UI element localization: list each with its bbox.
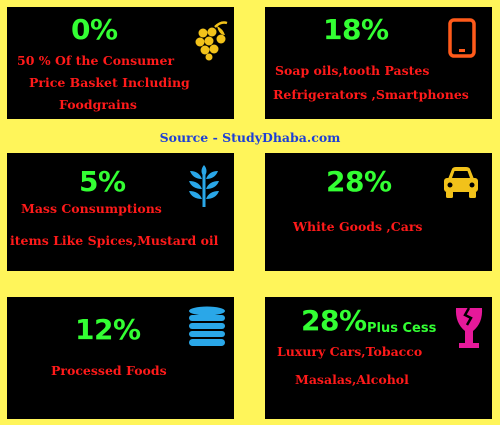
tax-rate: 28% (326, 165, 392, 198)
tax-description-line: Soap oils,tooth Pastes (275, 63, 430, 78)
car-icon (444, 167, 478, 198)
tax-description-line: Processed Foods (51, 363, 167, 378)
tax-description-line: Mass Consumptions (21, 201, 162, 216)
tax-card-12: 12% Processed Foods (7, 297, 234, 419)
tax-card-0: 0% 50 % Of the Consumer Price Basket Inc… (7, 7, 234, 119)
tax-rate: 12% (75, 313, 141, 346)
tax-rate: 28% (301, 304, 367, 337)
source-credit: Source - StudyDhaba.com (159, 130, 341, 145)
tax-rate: 0% (71, 13, 118, 46)
tax-card-5: 5% Mass Consumptions items Like Spices,M… (7, 153, 234, 271)
tax-description-line: Luxury Cars,Tobacco (277, 344, 423, 359)
tax-rate: 18% (323, 13, 389, 46)
wheat-icon (189, 165, 219, 207)
tax-card-18: 18% Soap oils,tooth Pastes Refrigerators… (265, 7, 492, 119)
plus-cess-label: Plus Cess (367, 321, 437, 336)
tax-description-line: White Goods ,Cars (293, 219, 423, 234)
tax-description-line: Masalas,Alcohol (295, 372, 409, 387)
tax-description-line: items Like Spices,Mustard oil (10, 233, 219, 248)
broken-glass-icon (455, 307, 483, 348)
tax-description-line: 50 % Of the Consumer (17, 53, 175, 68)
tax-description-line: Price Basket Including (29, 75, 190, 90)
tax-card-28-cess: 28% Plus Cess Luxury Cars,Tobacco Masala… (265, 297, 492, 419)
tax-description-line: Refrigerators ,Smartphones (273, 87, 469, 102)
tax-rate: 5% (79, 165, 126, 198)
tablet-icon (448, 18, 476, 58)
grapes-icon (195, 21, 228, 61)
tax-card-28: 28% White Goods ,Cars (265, 153, 492, 271)
coin-stack-icon (189, 306, 225, 346)
tax-description-line: Foodgrains (59, 97, 137, 112)
